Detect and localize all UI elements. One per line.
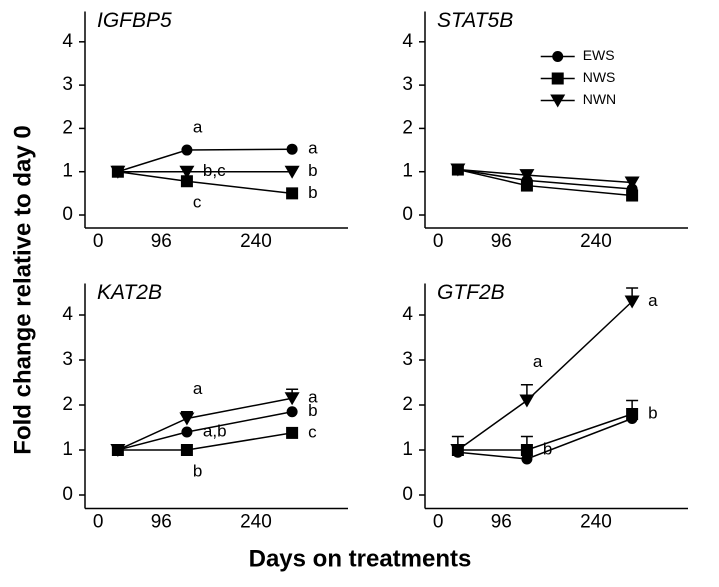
y-tick-label: 2: [402, 394, 413, 415]
significance-label: a: [308, 388, 318, 407]
y-tick-label: 1: [402, 161, 413, 182]
y-tick-label: 2: [62, 394, 73, 415]
legend-label: NWS: [583, 69, 616, 85]
significance-label: a: [193, 379, 203, 398]
marker: [180, 444, 193, 456]
significance-label: b: [308, 401, 317, 420]
marker: [284, 165, 300, 179]
marker: [624, 176, 640, 190]
y-tick-label: 0: [402, 484, 413, 505]
marker: [284, 392, 300, 406]
significance-label: b: [648, 403, 657, 422]
panel-title: STAT5B: [437, 9, 513, 32]
x-tick-label: 240: [240, 512, 272, 533]
x-tick-label: 0: [93, 512, 104, 533]
y-tick-label: 2: [402, 117, 413, 138]
y-tick-label: 4: [62, 304, 73, 325]
significance-label: b: [308, 161, 317, 180]
panel-title: KAT2B: [97, 281, 162, 304]
x-tick-label: 0: [433, 231, 444, 252]
y-axis-label: Fold change relative to day 0: [9, 125, 36, 454]
significance-label: b: [543, 439, 552, 458]
marker: [110, 444, 126, 457]
marker: [551, 72, 564, 85]
significance-label: a: [648, 291, 658, 310]
panel-title: IGFBP5: [97, 9, 172, 32]
marker: [626, 408, 639, 420]
marker: [521, 453, 533, 465]
marker: [519, 169, 535, 183]
marker: [450, 444, 466, 457]
y-tick-label: 4: [62, 31, 73, 52]
marker: [110, 165, 126, 179]
x-tick-label: 96: [151, 231, 172, 252]
x-tick-label: 96: [491, 512, 512, 533]
y-tick-label: 3: [62, 349, 73, 370]
significance-label: a: [308, 139, 318, 158]
legend-label: EWS: [583, 47, 615, 63]
x-tick-label: 240: [240, 231, 272, 252]
y-tick-label: 1: [62, 439, 73, 460]
marker: [179, 165, 195, 179]
significance-label: a,b: [203, 421, 227, 440]
y-tick-label: 4: [402, 304, 413, 325]
marker: [286, 143, 298, 155]
marker: [179, 412, 195, 426]
marker: [450, 163, 466, 177]
panel-title: GTF2B: [437, 281, 505, 304]
x-tick-label: 0: [93, 231, 104, 252]
y-tick-label: 0: [62, 204, 73, 225]
significance-label: b: [308, 183, 317, 202]
x-tick-label: 96: [151, 512, 172, 533]
marker: [181, 426, 193, 438]
y-tick-label: 1: [62, 161, 73, 182]
marker: [286, 187, 299, 200]
significance-label: a: [533, 352, 543, 371]
x-tick-label: 96: [491, 231, 512, 252]
significance-label: b: [193, 461, 202, 480]
marker: [286, 406, 298, 418]
x-tick-label: 0: [433, 512, 444, 533]
y-tick-label: 0: [62, 484, 73, 505]
marker: [550, 94, 566, 108]
marker: [624, 295, 640, 309]
y-tick-label: 3: [62, 74, 73, 95]
significance-label: c: [308, 422, 317, 441]
marker: [520, 444, 533, 456]
significance-label: b,c: [203, 161, 226, 180]
y-tick-label: 3: [402, 74, 413, 95]
x-axis-label: Days on treatments: [249, 545, 472, 572]
significance-label: a: [193, 118, 203, 137]
marker: [180, 175, 193, 188]
marker: [519, 394, 535, 408]
y-tick-label: 0: [402, 204, 413, 225]
y-tick-label: 1: [402, 439, 413, 460]
x-tick-label: 240: [580, 231, 612, 252]
legend-label: NWN: [583, 91, 616, 107]
significance-label: c: [193, 193, 202, 212]
x-tick-label: 240: [580, 512, 612, 533]
marker: [181, 144, 193, 156]
marker: [286, 426, 299, 439]
y-tick-label: 4: [402, 31, 413, 52]
y-tick-label: 2: [62, 117, 73, 138]
marker: [520, 179, 533, 192]
series-line: [457, 300, 633, 451]
y-tick-label: 3: [402, 349, 413, 370]
marker: [626, 189, 639, 202]
marker: [552, 51, 564, 62]
series-line: [457, 168, 633, 190]
